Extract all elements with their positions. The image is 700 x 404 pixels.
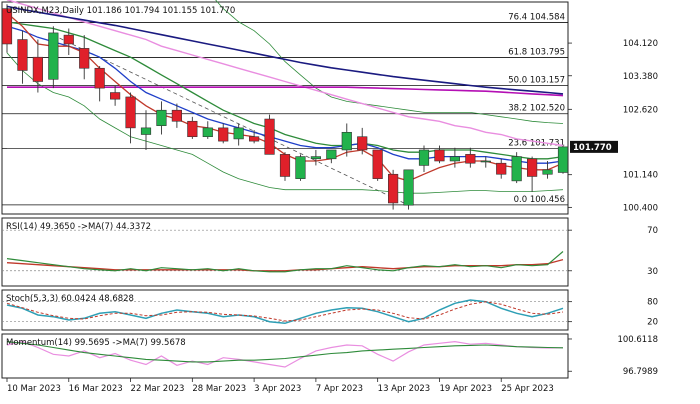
candle-down — [372, 149, 383, 179]
y-tick-label: 96.7989 — [623, 367, 658, 377]
candle-up — [202, 127, 213, 138]
y-tick-label: 80 — [647, 298, 658, 308]
candle-down — [32, 56, 43, 82]
candle-down — [388, 173, 399, 204]
indicator-series-line — [6, 251, 564, 273]
candle-down — [187, 120, 198, 138]
indicator-title: RSI(14) 49.3650 ->MA(7) 44.3372 — [6, 222, 151, 232]
x-tick-label: 10 Mar 2023 — [7, 384, 61, 394]
indicator-title: Stoch(5,3,3) 60.0424 48.6828 — [6, 294, 134, 304]
candle-up — [418, 149, 430, 166]
current-price-label: 101.770 — [573, 143, 612, 153]
candle-down — [1, 8, 13, 45]
candle-up — [542, 169, 553, 175]
candle-down — [110, 92, 121, 100]
fib-level-label: 23.6 101.731 — [508, 139, 565, 149]
indicator-series-line — [6, 341, 564, 363]
x-tick-label: 22 Mar 2023 — [131, 384, 185, 394]
indicator-series-line — [6, 340, 564, 368]
fib-level-label: 38.2 102.520 — [508, 104, 565, 114]
candle-down — [264, 118, 275, 155]
candle-down — [279, 154, 291, 177]
x-tick-label: 16 Mar 2023 — [69, 384, 123, 394]
overlay-line — [215, 0, 564, 124]
indicator-series-line — [6, 299, 564, 325]
panel-frame-2 — [1, 217, 569, 287]
candle-down — [94, 67, 105, 89]
y-tick-label: 102.620 — [623, 105, 658, 115]
y-tick-label: 20 — [647, 318, 658, 328]
candle-up — [511, 156, 522, 182]
indicator-series-line — [6, 258, 564, 272]
candle-down — [17, 39, 28, 71]
overlay-line — [6, 52, 564, 194]
y-tick-label: 104.120 — [623, 39, 658, 49]
x-tick-label: 3 Apr 2023 — [254, 384, 301, 394]
candle-up — [326, 149, 337, 160]
y-tick-label: 101.140 — [623, 171, 658, 181]
fib-level-label: 0.0 100.456 — [514, 195, 565, 205]
panel-frame-3 — [1, 289, 569, 331]
x-tick-label: 13 Apr 2023 — [378, 384, 431, 394]
candle-down — [79, 48, 90, 69]
indicator-series-line — [6, 301, 564, 322]
candle-down — [125, 96, 136, 129]
candle-up — [156, 109, 167, 126]
candle-up — [449, 156, 460, 162]
candle-up — [310, 156, 321, 160]
x-tick-label: 19 Apr 2023 — [439, 384, 492, 394]
main-header-text: USINDX,M23,Daily 101.186 101.794 101.155… — [6, 6, 235, 16]
overlay-line — [6, 5, 564, 95]
candle-down — [434, 149, 445, 162]
candle-down — [218, 127, 229, 142]
candle-down — [171, 109, 182, 122]
x-tick-label: 28 Mar 2023 — [192, 384, 246, 394]
fib-level-label: 50.0 103.157 — [508, 76, 565, 86]
overlay-line — [6, 0, 564, 147]
y-tick-label: 70 — [647, 226, 658, 236]
candle-down — [249, 136, 260, 142]
candle-up — [403, 169, 414, 206]
y-tick-label: 100.400 — [623, 203, 658, 213]
trend-line — [53, 34, 409, 206]
y-tick-label: 30 — [647, 267, 658, 277]
candle-down — [527, 158, 538, 177]
fib-level-label: 76.4 104.584 — [508, 13, 565, 23]
candle-down — [465, 154, 476, 164]
candle-up — [341, 131, 352, 151]
candle-up — [480, 160, 491, 163]
y-tick-label: 103.380 — [623, 72, 658, 82]
candle-up — [48, 32, 59, 80]
indicator-title: Momentum(14) 99.5695 ->MA(7) 99.5678 — [6, 338, 186, 348]
candle-up — [233, 127, 244, 140]
fib-level-label: 61.8 103.795 — [508, 47, 565, 57]
candle-up — [295, 156, 306, 179]
current-price-tag — [570, 140, 618, 153]
y-tick-label: 100.6118 — [617, 335, 658, 345]
candle-down — [63, 34, 74, 45]
candle-up — [557, 146, 569, 173]
x-tick-label: 7 Apr 2023 — [316, 384, 363, 394]
candle-down — [496, 162, 507, 175]
candle-down — [357, 136, 368, 151]
candle-up — [140, 127, 152, 135]
x-tick-label: 25 Apr 2023 — [501, 384, 554, 394]
